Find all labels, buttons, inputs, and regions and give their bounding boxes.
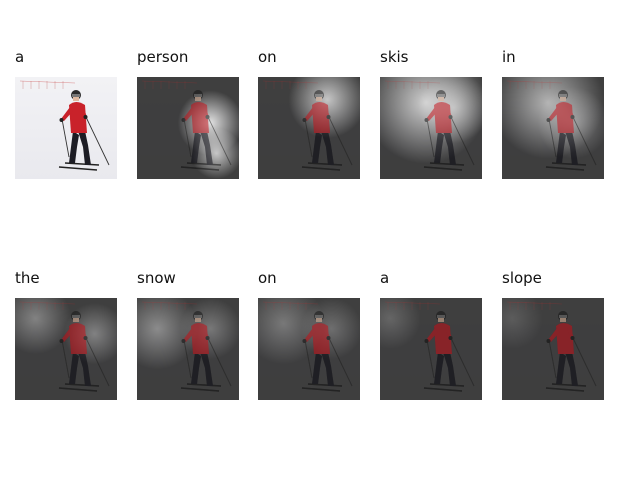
attention-map-image xyxy=(380,77,482,179)
caption-word: slope xyxy=(502,269,542,287)
attention-panel: on xyxy=(258,48,362,198)
attention-panel: person xyxy=(137,48,241,198)
caption-word: person xyxy=(137,48,189,66)
caption-word: in xyxy=(502,48,516,66)
attention-map-image xyxy=(380,298,482,400)
attention-panel: the xyxy=(15,269,119,419)
attention-panel: a xyxy=(380,269,484,419)
caption-word: a xyxy=(15,48,25,66)
attention-map-image xyxy=(258,77,360,179)
attention-panel: snow xyxy=(137,269,241,419)
attention-panel: slope xyxy=(502,269,606,419)
caption-word: on xyxy=(258,48,277,66)
attention-map-image xyxy=(258,298,360,400)
attention-map-image xyxy=(502,77,604,179)
attention-map-image xyxy=(15,298,117,400)
caption-word: on xyxy=(258,269,277,287)
caption-word: the xyxy=(15,269,40,287)
attention-map-image xyxy=(502,298,604,400)
attention-panel: on xyxy=(258,269,362,419)
skier-photo xyxy=(15,77,117,179)
caption-word: a xyxy=(380,269,390,287)
attention-map-image xyxy=(137,77,239,179)
caption-word: snow xyxy=(137,269,176,287)
attention-panel: in xyxy=(502,48,606,198)
attention-map-image xyxy=(137,298,239,400)
caption-word: skis xyxy=(380,48,409,66)
attention-panel: skis xyxy=(380,48,484,198)
attention-panel: a xyxy=(15,48,119,198)
